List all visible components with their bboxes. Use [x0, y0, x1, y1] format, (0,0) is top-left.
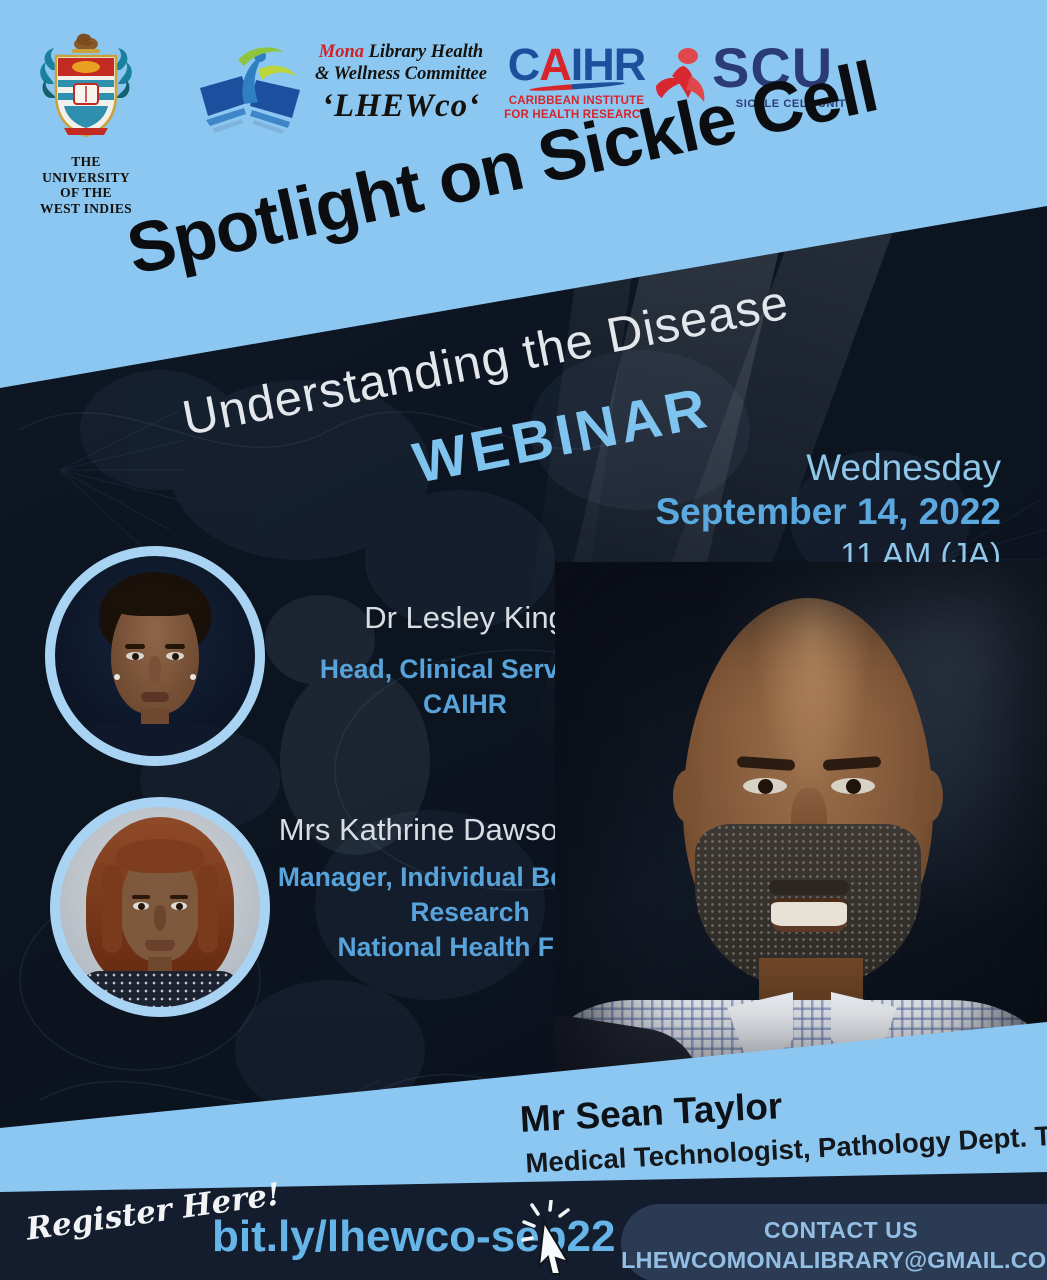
event-day: Wednesday [806, 447, 1001, 488]
speaker-role: Manager, Individual Benefits & Research … [277, 862, 663, 962]
scu-runner-icon [656, 48, 705, 102]
speaker-name: Dr Lesley King [364, 600, 566, 635]
scu-subtitle: SICKLE CELL UNIT [735, 98, 846, 110]
speaker-photo-lesley-king [45, 546, 265, 766]
uwi-name: THE UNIVERSITY OF THE WEST INDIES [40, 154, 132, 216]
logo-row: THE UNIVERSITY OF THE WEST INDIES Mona L… [0, 0, 1047, 216]
lhewco-books-icon [200, 47, 300, 134]
scu-logo: SCU SICKLE CELL UNIT [650, 40, 850, 126]
event-date: September 14, 2022 [655, 491, 1001, 533]
lhewco-logo: Mona Library Health & Wellness Committee… [198, 40, 498, 140]
uwi-logo: THE UNIVERSITY OF THE WEST INDIES [26, 32, 146, 216]
contact-label: CONTACT US [763, 1217, 919, 1243]
caihr-subtitle: CARIBBEAN INSTITUTE FOR HEALTH RESEARCH [504, 95, 649, 122]
speaker-photo-sean-taylor [555, 562, 1047, 1107]
uwi-crest-icon [40, 33, 132, 138]
cursor-click-icon [521, 1200, 571, 1275]
scu-acronym: SCU [712, 36, 834, 99]
speaker-block-kathrine-dawson-shaw: Mrs Kathrine Dawson Shaw Manager, Indivi… [255, 812, 685, 965]
speaker-photo-kathrine-dawson-shaw [50, 797, 270, 1017]
lhewco-name: Mona Library Health & Wellness Committee… [315, 42, 487, 124]
caihr-logo: CAIHR CARIBBEAN INSTITUTE FOR HEALTH RES… [504, 42, 649, 123]
caihr-acronym: CAIHR [507, 39, 646, 90]
contact-email[interactable]: LHEWCOMONALIBRARY@GMAIL.COM [621, 1247, 1047, 1273]
contact-box: CONTACT US LHEWCOMONALIBRARY@GMAIL.COM [621, 1204, 1047, 1280]
